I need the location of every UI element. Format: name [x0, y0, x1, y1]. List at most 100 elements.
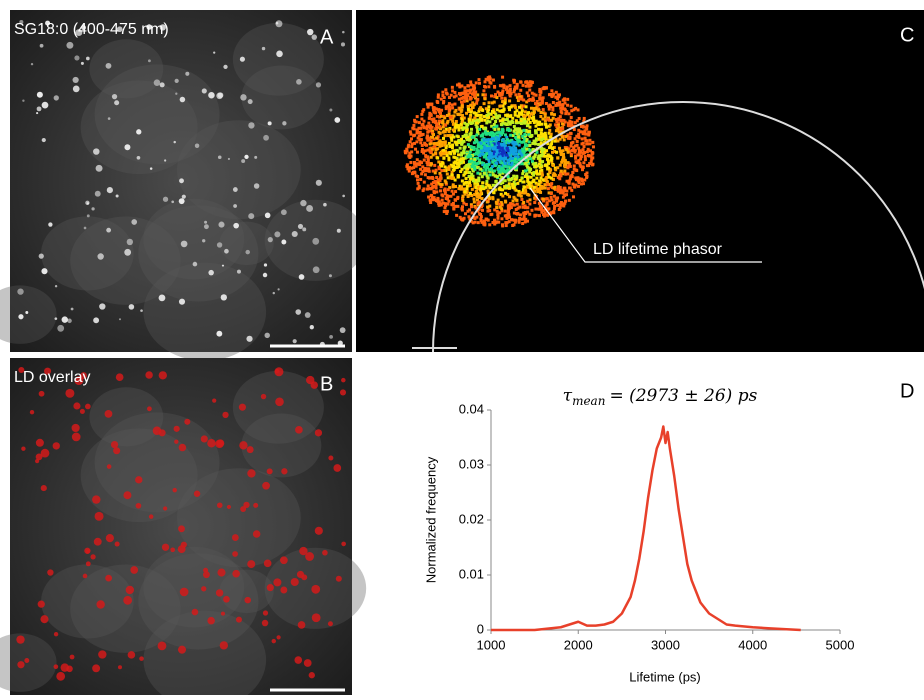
phasor-point [427, 122, 430, 125]
phasor-point [446, 173, 449, 176]
phasor-point [420, 172, 423, 175]
phasor-point [420, 113, 423, 116]
phasor-point [491, 197, 494, 200]
droplet [127, 239, 133, 245]
phasor-point [582, 166, 585, 169]
phasor-point [448, 109, 451, 112]
phasor-point [439, 163, 442, 166]
phasor-point [544, 212, 547, 215]
phasor-point [491, 110, 494, 113]
phasor-point [453, 95, 456, 98]
phasor-point [415, 131, 418, 134]
droplet [218, 155, 222, 159]
phasor-point [495, 96, 498, 99]
phasor-point [532, 118, 535, 121]
phasor-point [546, 155, 549, 158]
x-tick-label: 3000 [651, 637, 680, 652]
phasor-point [501, 128, 504, 131]
droplet [55, 285, 57, 287]
phasor-point [493, 86, 496, 89]
phasor-point [467, 108, 470, 111]
phasor-point [512, 199, 515, 202]
phasor-point [550, 112, 553, 115]
phasor-point [518, 106, 521, 109]
phasor-point [535, 165, 538, 168]
phasor-point [474, 90, 477, 93]
phasor-point [456, 113, 459, 116]
phasor-point [524, 206, 527, 209]
droplet [216, 331, 222, 337]
phasor-point [437, 96, 440, 99]
phasor-point [566, 104, 569, 107]
phasor-point [456, 162, 459, 165]
droplet-overlay [232, 534, 239, 541]
phasor-point [460, 101, 463, 104]
phasor-point [481, 209, 484, 212]
phasor-point [475, 152, 478, 155]
droplet [159, 294, 166, 301]
phasor-point [420, 161, 423, 164]
phasor-point [486, 210, 489, 213]
droplet [248, 99, 253, 104]
phasor-point [582, 148, 585, 151]
phasor-point [431, 198, 434, 201]
droplet [329, 274, 332, 277]
phasor-point [537, 108, 540, 111]
phasor-point [464, 212, 467, 215]
phasor-point [515, 153, 518, 156]
droplet [273, 292, 275, 294]
phasor-point [514, 114, 517, 117]
droplet [254, 183, 260, 189]
phasor-point [518, 97, 521, 100]
phasor-point [461, 209, 464, 212]
phasor-point [450, 139, 453, 142]
phasor-point [507, 206, 510, 209]
phasor-point [445, 197, 448, 200]
phasor-point [441, 91, 444, 94]
phasor-point [487, 76, 490, 79]
phasor-point [478, 212, 481, 215]
droplet-overlay [315, 429, 322, 436]
phasor-point [433, 164, 436, 167]
phasor-point [476, 157, 479, 160]
phasor-point [423, 159, 426, 162]
droplet-overlay [301, 574, 307, 580]
phasor-point [426, 188, 429, 191]
phasor-point [442, 157, 445, 160]
droplet [42, 102, 49, 109]
phasor-point [465, 177, 468, 180]
droplet-overlay [158, 641, 167, 650]
phasor-point [583, 151, 586, 154]
panel-label: LD overlay [14, 369, 90, 386]
droplet-overlay [92, 495, 100, 503]
phasor-point [512, 79, 515, 82]
phasor-point [551, 146, 554, 149]
phasor-point [585, 171, 588, 174]
phasor-point [486, 120, 489, 123]
phasor-point [522, 201, 525, 204]
phasor-point [550, 157, 553, 160]
droplet [245, 250, 249, 254]
phasor-point [559, 174, 562, 177]
droplet-overlay [86, 561, 91, 566]
phasor-point [416, 158, 419, 161]
droplet-overlay [221, 612, 225, 616]
droplet [233, 204, 237, 208]
phasor-point [540, 128, 543, 131]
droplet-overlay [216, 589, 223, 596]
phasor-point [509, 84, 512, 87]
phasor-point [511, 141, 514, 144]
droplet [57, 325, 64, 332]
phasor-point [451, 86, 454, 89]
phasor-point [505, 184, 508, 187]
phasor-point [556, 127, 559, 130]
phasor-point [550, 192, 553, 195]
phasor-point [508, 99, 511, 102]
phasor-point [466, 138, 469, 141]
droplet-overlay [54, 664, 59, 669]
phasor-point [551, 198, 554, 201]
phasor-point [495, 161, 498, 164]
phasor-point [466, 84, 469, 87]
phasor-point [548, 129, 551, 132]
phasor-point [442, 131, 445, 134]
